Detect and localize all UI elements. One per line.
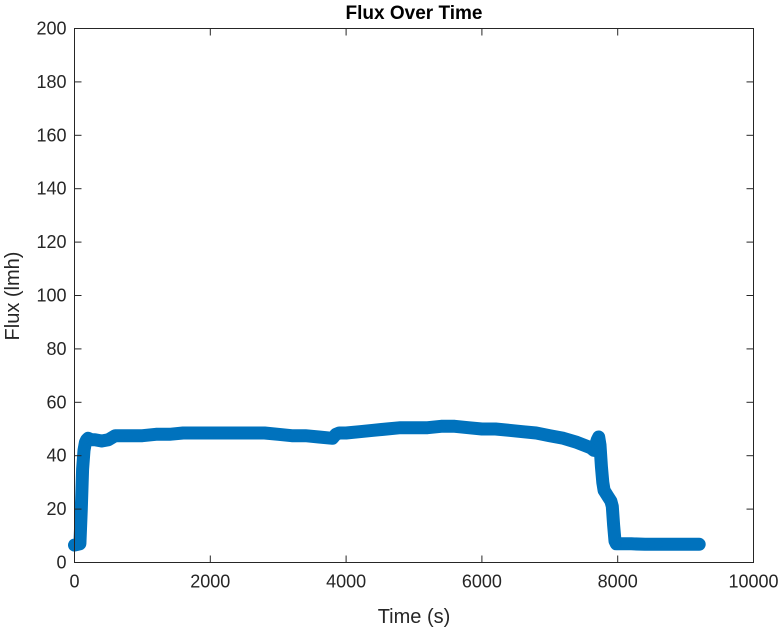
data-point [137,430,148,441]
data-point [449,421,460,432]
x-axis-label: Time (s) [378,606,451,628]
data-point [588,445,599,456]
data-point [667,539,677,550]
y-tick-label: 80 [46,339,66,359]
data-series-band [68,419,706,552]
data-point [592,434,603,445]
data-point [123,430,134,441]
data-point [178,428,189,438]
data-point [558,433,569,444]
data-point [86,434,97,445]
data-point [395,422,406,433]
y-tick-label: 200 [36,19,66,39]
data-point [544,430,555,441]
y-axis-label: Flux (lmh) [2,252,24,341]
data-point [610,536,620,547]
data-point [531,428,542,438]
plot-area-box [74,28,754,563]
x-tick-label: 10000 [728,572,778,592]
y-tick-label: 60 [46,392,66,412]
data-point [368,425,379,436]
data-point [334,428,345,438]
data-point [79,445,89,456]
data-point [585,442,596,453]
data-point [286,430,297,441]
data-point [354,426,365,437]
data-point [572,437,582,448]
data-point [409,422,419,433]
x-axis-ticks: 0 2000 4000 6000 8000 10000 [69,28,779,592]
data-point [476,424,487,434]
data-point [517,426,528,437]
y-tick-label: 160 [36,125,66,145]
data-point [74,538,85,549]
y-tick-label: 40 [46,446,66,466]
data-point [273,429,284,440]
data-point [612,538,623,549]
x-tick-label: 4000 [326,572,366,592]
data-point [164,429,175,440]
data-point [205,428,216,438]
data-point [653,539,664,550]
data-point [626,538,637,549]
y-tick-label: 140 [36,179,66,199]
data-point [504,425,515,436]
data-point [608,520,619,531]
data-point [597,477,608,488]
x-tick-label: 0 [69,572,79,592]
data-point [694,539,705,550]
y-tick-label: 100 [36,286,66,306]
data-point [381,424,392,434]
data-series-markers [68,419,706,552]
data-point [313,432,324,442]
x-tick-label: 2000 [190,572,230,592]
data-point [436,421,447,432]
data-point [246,428,256,438]
data-point [680,539,691,550]
data-point [259,428,270,438]
data-point [490,424,501,434]
data-point [191,428,202,438]
data-point [596,461,607,472]
data-point [595,440,605,450]
y-tick-label: 0 [56,553,66,573]
y-tick-label: 180 [36,72,66,92]
data-point [593,432,604,442]
data-point [110,430,121,441]
data-point [599,485,610,496]
data-point [300,430,311,441]
data-point [151,429,161,440]
y-tick-label: 20 [46,499,66,519]
data-point [422,422,433,433]
data-point [463,422,474,433]
y-tick-label: 120 [36,232,66,252]
data-point [341,428,352,438]
data-point [96,436,107,446]
y-axis-ticks: 0 20 40 60 80 100 120 140 160 180 200 [36,19,754,573]
data-point [602,490,613,501]
data-point [89,434,100,445]
data-point [232,428,243,438]
chart-title: Flux Over Time [346,3,483,24]
data-point [605,496,616,507]
x-tick-label: 8000 [598,572,638,592]
data-point [81,434,92,445]
data-point [77,464,88,475]
data-point [218,428,229,438]
data-point [607,501,618,512]
x-tick-label: 6000 [462,572,502,592]
data-point [639,539,650,550]
